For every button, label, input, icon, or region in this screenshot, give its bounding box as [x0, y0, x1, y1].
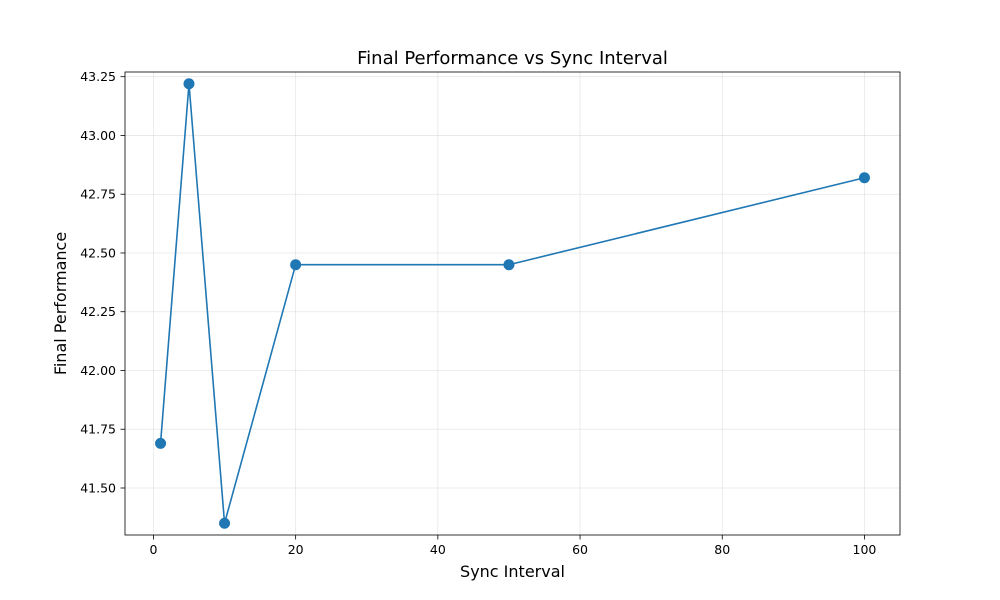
y-tick-label: 42.00: [80, 363, 116, 378]
x-axis-label: Sync Interval: [460, 562, 565, 581]
plot-frame: [124, 71, 901, 536]
y-tick-label: 42.50: [80, 245, 116, 260]
y-tick-label: 42.75: [80, 187, 116, 202]
y-tick-label: 42.25: [80, 304, 116, 319]
data-point: [183, 78, 195, 90]
x-tick-label: 20: [288, 542, 304, 557]
x-tick-label: 0: [149, 542, 157, 557]
y-tick-label: 43.00: [80, 128, 116, 143]
series-line: [159, 82, 865, 525]
y-axis-label: Final Performance: [51, 232, 70, 375]
axis-ticks: 0 20 40 60 80 100 41.50 41.75 42.00 42.25 42.50 42.…: [80, 69, 876, 557]
x-tick-label: 80: [714, 542, 730, 557]
x-tick-label: 100: [853, 542, 877, 557]
data-point: [219, 517, 231, 529]
chart-title: Final Performance vs Sync Interval: [357, 48, 668, 69]
x-tick-label: 40: [430, 542, 446, 557]
data-point: [290, 259, 302, 271]
data-point: [858, 172, 870, 184]
data-point: [155, 437, 167, 449]
series-layer: [155, 78, 870, 529]
y-tick-label: 41.50: [80, 480, 116, 495]
x-tick-label: 60: [572, 542, 588, 557]
y-tick-label: 41.75: [80, 422, 116, 437]
y-tick-label: 43.25: [80, 69, 116, 84]
grid: [125, 72, 900, 535]
data-point: [503, 259, 515, 271]
